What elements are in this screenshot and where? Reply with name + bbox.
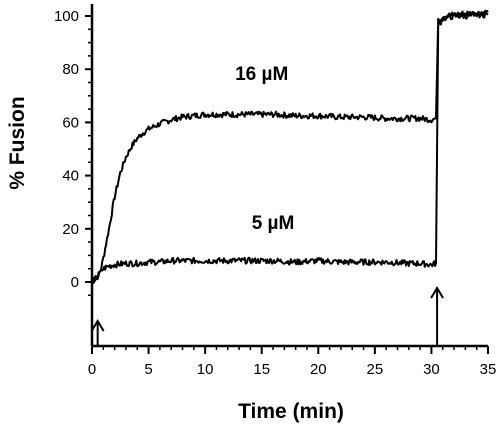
series-line-16uM (91, 9, 489, 284)
arrow-head (90, 319, 105, 332)
y-tick-label: 60 (62, 114, 79, 131)
x-tick-label: 30 (423, 361, 440, 378)
y-tick-label: 0 (71, 274, 79, 291)
x-tick-label: 35 (480, 361, 497, 378)
series-line-5uM (91, 10, 489, 285)
x-axis-title: Time (min) (238, 400, 344, 423)
x-tick-label: 20 (310, 361, 327, 378)
y-tick-label: 20 (62, 221, 79, 238)
x-tick-label: 15 (253, 361, 270, 378)
annotation-layer (90, 286, 444, 346)
y-axis-title: % Fusion (6, 96, 29, 189)
y-tick-label: 100 (54, 8, 79, 25)
axes-layer (90, 4, 488, 348)
x-tick-label: 0 (88, 361, 96, 378)
x-tick-label: 10 (197, 361, 214, 378)
x-tick-label: 25 (367, 361, 384, 378)
series-label-5uM: 5 µM (252, 213, 295, 234)
y-tick-label: 80 (62, 61, 79, 78)
series-layer (91, 9, 489, 285)
series-label-16uM: 16 µM (235, 64, 288, 85)
x-tick-label: 5 (144, 361, 152, 378)
tick-layer: 0 20 40 60 80 100 0 5 10 15 20 25 30 35 (54, 8, 496, 378)
arrow-head (430, 286, 444, 299)
y-tick-label: 40 (62, 168, 79, 185)
